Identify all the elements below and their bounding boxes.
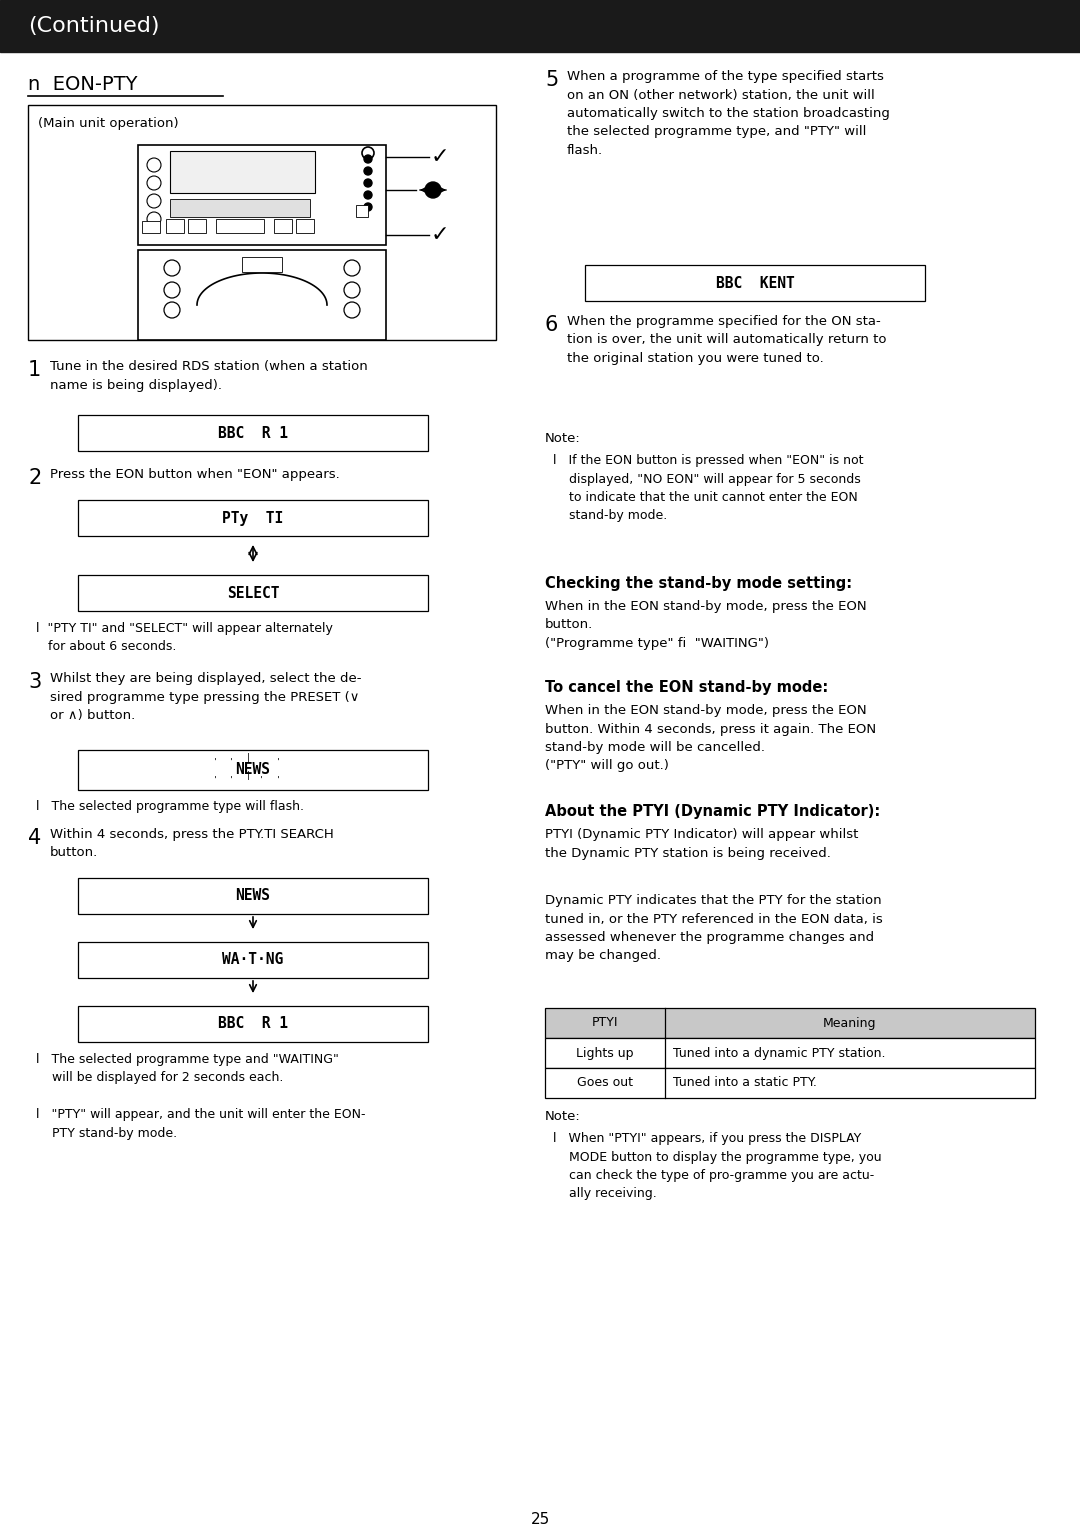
- Text: ': ': [258, 775, 264, 784]
- Text: BBC  R 1: BBC R 1: [218, 426, 288, 441]
- Text: l   The selected programme type and "WAITING"
    will be displayed for 2 second: l The selected programme type and "WAITI…: [36, 1052, 339, 1085]
- Text: ': ': [229, 757, 233, 766]
- Text: BBC  R 1: BBC R 1: [218, 1017, 288, 1031]
- Bar: [545, 1008, 1035, 1039]
- Text: To cancel the EON stand-by mode:: To cancel the EON stand-by mode:: [545, 680, 828, 696]
- Text: NEWS: NEWS: [235, 763, 270, 778]
- Text: Dynamic PTY indicates that the PTY for the station
tuned in, or the PTY referenc: Dynamic PTY indicates that the PTY for t…: [545, 895, 882, 962]
- Text: 25: 25: [530, 1512, 550, 1527]
- Bar: [585, 265, 924, 300]
- Circle shape: [364, 192, 372, 199]
- Text: When in the EON stand-by mode, press the EON
button. Within 4 seconds, press it : When in the EON stand-by mode, press the…: [545, 705, 876, 772]
- Text: NEWS: NEWS: [235, 889, 270, 904]
- Circle shape: [147, 158, 161, 172]
- Text: About the PTYI (Dynamic PTY Indicator):: About the PTYI (Dynamic PTY Indicator):: [545, 804, 880, 820]
- Circle shape: [364, 204, 372, 211]
- Circle shape: [147, 195, 161, 208]
- Bar: [356, 205, 368, 218]
- Bar: [78, 1007, 428, 1042]
- Text: 6: 6: [545, 316, 558, 336]
- Text: n  EON-PTY: n EON-PTY: [28, 75, 137, 93]
- Text: .: .: [258, 757, 264, 766]
- Text: l   The selected programme type will flash.: l The selected programme type will flash…: [36, 800, 303, 813]
- Text: When a programme of the type specified starts
on an ON (other network) station, : When a programme of the type specified s…: [567, 70, 890, 156]
- Bar: [78, 499, 428, 536]
- Bar: [274, 219, 292, 233]
- Bar: [78, 574, 428, 611]
- Bar: [0, 0, 1080, 52]
- Text: PTYI (Dynamic PTY Indicator) will appear whilst
the Dynamic PTY station is being: PTYI (Dynamic PTY Indicator) will appear…: [545, 827, 859, 859]
- Text: (Main unit operation): (Main unit operation): [38, 116, 178, 130]
- Bar: [138, 250, 386, 340]
- Bar: [170, 152, 315, 193]
- Text: Checking the stand-by mode setting:: Checking the stand-by mode setting:: [545, 576, 852, 591]
- Circle shape: [426, 182, 441, 198]
- Circle shape: [147, 176, 161, 190]
- Text: Tune in the desired RDS station (when a station
name is being displayed).: Tune in the desired RDS station (when a …: [50, 360, 368, 392]
- Bar: [78, 878, 428, 915]
- Bar: [188, 219, 206, 233]
- Text: ': ': [275, 775, 281, 784]
- Text: ✓: ✓: [431, 225, 449, 245]
- Circle shape: [364, 167, 372, 175]
- Text: Within 4 seconds, press the PTY.TI SEARCH
button.: Within 4 seconds, press the PTY.TI SEARC…: [50, 827, 334, 859]
- Circle shape: [364, 155, 372, 162]
- Text: ': ': [213, 775, 217, 784]
- Text: When the programme specified for the ON sta-
tion is over, the unit will automat: When the programme specified for the ON …: [567, 316, 887, 365]
- Circle shape: [147, 211, 161, 227]
- Text: Meaning: Meaning: [823, 1017, 877, 1030]
- Text: l   When "PTYI" appears, if you press the DISPLAY
    MODE button to display the: l When "PTYI" appears, if you press the …: [553, 1132, 881, 1201]
- Text: PTYI: PTYI: [592, 1017, 618, 1030]
- Text: Lights up: Lights up: [577, 1046, 634, 1060]
- Text: (Continued): (Continued): [28, 15, 160, 35]
- Text: ': ': [213, 757, 217, 766]
- Text: Tuned into a dynamic PTY station.: Tuned into a dynamic PTY station.: [673, 1046, 886, 1060]
- Text: l  "PTY TI" and "SELECT" will appear alternately
   for about 6 seconds.: l "PTY TI" and "SELECT" will appear alte…: [36, 622, 333, 654]
- Bar: [28, 106, 496, 340]
- Text: WA·T·NG: WA·T·NG: [222, 953, 284, 968]
- Text: ': ': [229, 775, 233, 784]
- Text: Tuned into a static PTY.: Tuned into a static PTY.: [673, 1077, 816, 1089]
- Text: 2: 2: [28, 467, 41, 489]
- Text: Note:: Note:: [545, 1111, 581, 1123]
- Bar: [141, 221, 160, 233]
- Text: When in the EON stand-by mode, press the EON
button.
("Programme type" fi  "WAIT: When in the EON stand-by mode, press the…: [545, 601, 866, 650]
- Bar: [545, 1068, 1035, 1098]
- Bar: [170, 199, 310, 218]
- Text: Note:: Note:: [545, 432, 581, 444]
- Text: ': ': [275, 757, 281, 766]
- Bar: [138, 146, 386, 245]
- Bar: [242, 257, 282, 273]
- Bar: [78, 942, 428, 977]
- Circle shape: [364, 179, 372, 187]
- Text: 3: 3: [28, 673, 41, 692]
- Text: 5: 5: [545, 70, 558, 90]
- Text: |: |: [245, 772, 251, 780]
- Text: BBC  KENT: BBC KENT: [716, 276, 795, 291]
- Text: Whilst they are being displayed, select the de-
sired programme type pressing th: Whilst they are being displayed, select …: [50, 673, 362, 722]
- Bar: [216, 219, 264, 233]
- Text: 1: 1: [28, 360, 41, 380]
- Text: l   "PTY" will appear, and the unit will enter the EON-
    PTY stand-by mode.: l "PTY" will appear, and the unit will e…: [36, 1108, 365, 1140]
- Text: SELECT: SELECT: [227, 585, 280, 601]
- Text: 4: 4: [28, 827, 41, 849]
- Text: PTy  TI: PTy TI: [222, 510, 284, 525]
- Text: ✓: ✓: [431, 147, 449, 167]
- Bar: [296, 219, 314, 233]
- Bar: [545, 1039, 1035, 1068]
- Text: |: |: [245, 754, 251, 763]
- Text: Press the EON button when "EON" appears.: Press the EON button when "EON" appears.: [50, 467, 340, 481]
- Text: l   If the EON button is pressed when "EON" is not
    displayed, "NO EON" will : l If the EON button is pressed when "EON…: [553, 453, 864, 522]
- Bar: [166, 219, 184, 233]
- Bar: [78, 415, 428, 450]
- Bar: [78, 751, 428, 791]
- Text: Goes out: Goes out: [577, 1077, 633, 1089]
